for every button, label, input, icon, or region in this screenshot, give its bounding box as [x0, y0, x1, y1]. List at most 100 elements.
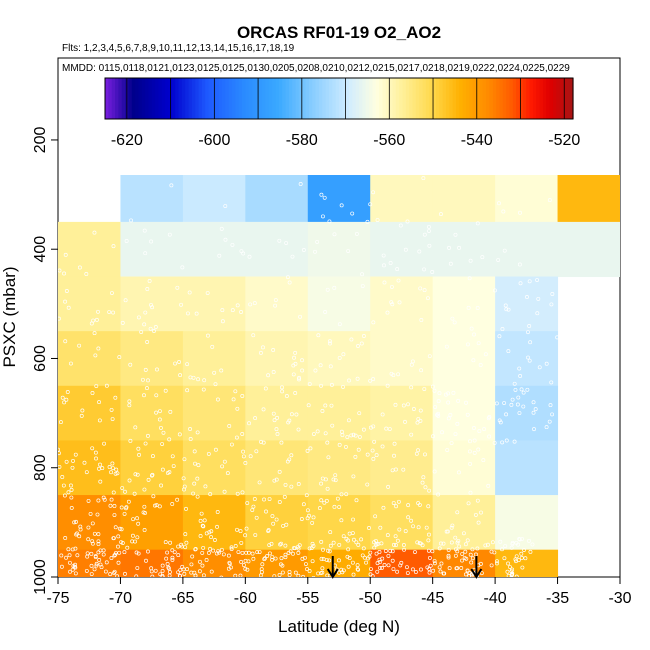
observation-point [283, 482, 288, 487]
observation-point [494, 401, 499, 406]
observation-point [247, 254, 252, 259]
colorbar-segment [422, 78, 427, 119]
colorbar: -620 -600 -580 -560 -540 -520 [104, 77, 580, 149]
observation-point [219, 547, 224, 552]
colorbar-segment [522, 78, 527, 119]
observation-point [213, 382, 218, 387]
observation-point [145, 286, 150, 291]
observation-point [371, 320, 376, 325]
observation-point [504, 307, 509, 312]
observation-point [84, 272, 89, 276]
observation-point [279, 440, 284, 445]
colorbar-segment [382, 78, 387, 119]
observation-point [345, 435, 350, 439]
observation-point [198, 518, 203, 523]
x-tick-label: -65 [171, 590, 194, 607]
observation-point [112, 569, 117, 574]
observation-point [271, 411, 276, 416]
colorbar-segment [245, 78, 250, 119]
observation-point [58, 316, 61, 321]
observation-point [133, 539, 138, 544]
colorbar-segment [272, 78, 277, 119]
observation-point [395, 569, 400, 574]
observation-point [384, 426, 389, 431]
colorbar-segment [315, 78, 320, 119]
observation-point [339, 203, 344, 208]
colorbar-segment [369, 78, 374, 119]
observation-point [397, 300, 402, 305]
observation-point [124, 505, 129, 510]
observation-point [151, 494, 156, 499]
observation-point [350, 211, 355, 216]
observation-point [294, 412, 299, 417]
observation-point [143, 441, 148, 446]
heatmap-cell [495, 221, 559, 278]
observation-point [145, 433, 150, 438]
colorbar-segment [352, 78, 357, 119]
observation-point [453, 547, 458, 552]
observation-point [142, 528, 147, 532]
heatmap-cell [58, 221, 121, 278]
observation-point [426, 548, 431, 553]
observation-point [301, 574, 306, 577]
observation-point [547, 198, 552, 203]
observation-point [229, 545, 234, 550]
observation-point [119, 527, 124, 532]
observation-point [472, 426, 476, 430]
observation-point [86, 537, 91, 542]
observation-point [223, 204, 228, 209]
observation-point [386, 563, 391, 568]
observation-point [421, 475, 426, 480]
observation-point [387, 427, 392, 431]
observation-point [398, 223, 403, 228]
observation-point [377, 565, 382, 570]
observation-point [464, 400, 468, 405]
observation-point [346, 418, 351, 423]
heatmap-cell [495, 175, 559, 223]
observation-point [425, 296, 430, 301]
observation-point [243, 566, 248, 571]
observation-point [483, 543, 488, 548]
observation-point [117, 526, 122, 531]
observation-point [292, 355, 296, 360]
observation-point [475, 546, 480, 551]
observation-point [235, 303, 240, 308]
observation-point [339, 492, 344, 497]
colorbar-segment [425, 78, 430, 119]
observation-point [185, 362, 190, 367]
observation-point [90, 541, 95, 546]
y-axis: 200 400 600 800 1000 [32, 127, 58, 595]
observation-point [337, 542, 342, 547]
observation-point [113, 395, 118, 400]
observation-point [470, 556, 475, 561]
observation-point [193, 547, 198, 552]
observation-point [346, 564, 351, 569]
observation-point [324, 558, 329, 562]
observation-point [555, 335, 560, 340]
observation-point [199, 511, 204, 516]
observation-point [97, 558, 102, 562]
observation-point [496, 258, 501, 262]
observation-point [452, 320, 457, 325]
observation-point [385, 310, 390, 315]
observation-point [58, 464, 62, 469]
observation-point [438, 212, 443, 217]
observation-point [517, 366, 522, 371]
observation-point [355, 376, 360, 381]
observation-point [160, 467, 165, 472]
colorbar-segment [258, 78, 263, 119]
observation-point [66, 490, 71, 495]
observation-point [60, 395, 65, 400]
observation-point [374, 542, 379, 547]
observation-point [93, 353, 98, 358]
observation-point [102, 497, 107, 502]
observation-point [440, 430, 444, 435]
observation-point [396, 499, 401, 504]
colorbar-segment [452, 78, 457, 119]
observation-point [410, 359, 415, 364]
observation-point [518, 374, 523, 378]
observation-point [482, 427, 487, 432]
observation-point [476, 447, 481, 452]
observation-point [196, 377, 200, 382]
observation-point [297, 543, 302, 548]
